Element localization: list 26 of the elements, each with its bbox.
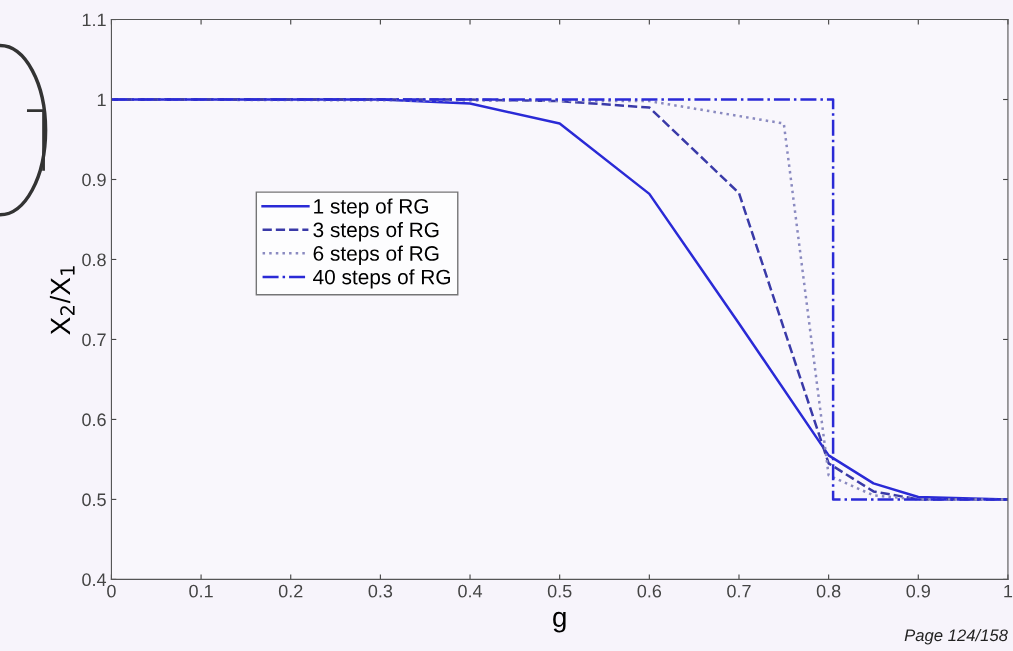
y-tick-label: 0.8 [82,253,106,267]
y-tick-label: 0.9 [82,173,106,187]
y-tick-label: 0.4 [82,573,107,587]
x-tick-label: 1 [1004,584,1013,598]
x-tick-label: 0.5 [547,584,572,598]
x-axis-title: g [553,611,566,633]
x-tick-label: 0.2 [278,584,303,598]
x-tick-label: 0.1 [189,584,213,598]
legend-label: 1 step of RG [314,198,428,218]
legend-label: 3 steps of RG [313,221,439,242]
y-tick-label: 0.6 [82,413,106,427]
legend-label: 40 steps of RG [313,269,450,289]
y-tick-label: 0.7 [82,333,106,347]
text: Page 124/158 [904,628,1008,645]
x-tick-label: 0.3 [368,584,393,598]
legend-label: 6 steps of RG [313,245,439,265]
y-tick-label: 1 [97,93,106,107]
x-tick-label: 0.4 [458,584,483,598]
y-tick-label: 0.5 [82,493,106,507]
x-tick-label: 0 [107,584,116,598]
y-tick-label: 1.1 [82,13,106,27]
x-tick-label: 0.6 [637,584,662,598]
x-tick-label: 0.7 [727,584,751,598]
x-tick-label: 0.8 [816,584,841,598]
y-axis-title: X$_{2}$/X$_{1}$ [49,266,75,335]
x-tick-label: 0.9 [906,584,930,598]
